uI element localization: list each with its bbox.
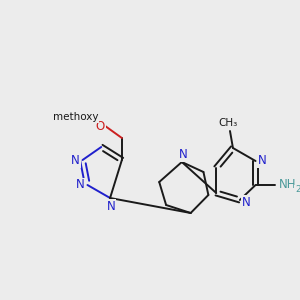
Text: CH₃: CH₃ xyxy=(218,118,238,128)
Text: N: N xyxy=(76,178,85,191)
Text: 2: 2 xyxy=(295,185,300,194)
Text: N: N xyxy=(178,148,187,161)
Text: methoxy: methoxy xyxy=(53,112,98,122)
Text: N: N xyxy=(258,154,267,167)
Text: O: O xyxy=(96,119,105,133)
Text: NH: NH xyxy=(279,178,297,190)
Text: N: N xyxy=(107,200,116,212)
Text: N: N xyxy=(242,196,251,208)
Text: N: N xyxy=(71,154,80,167)
